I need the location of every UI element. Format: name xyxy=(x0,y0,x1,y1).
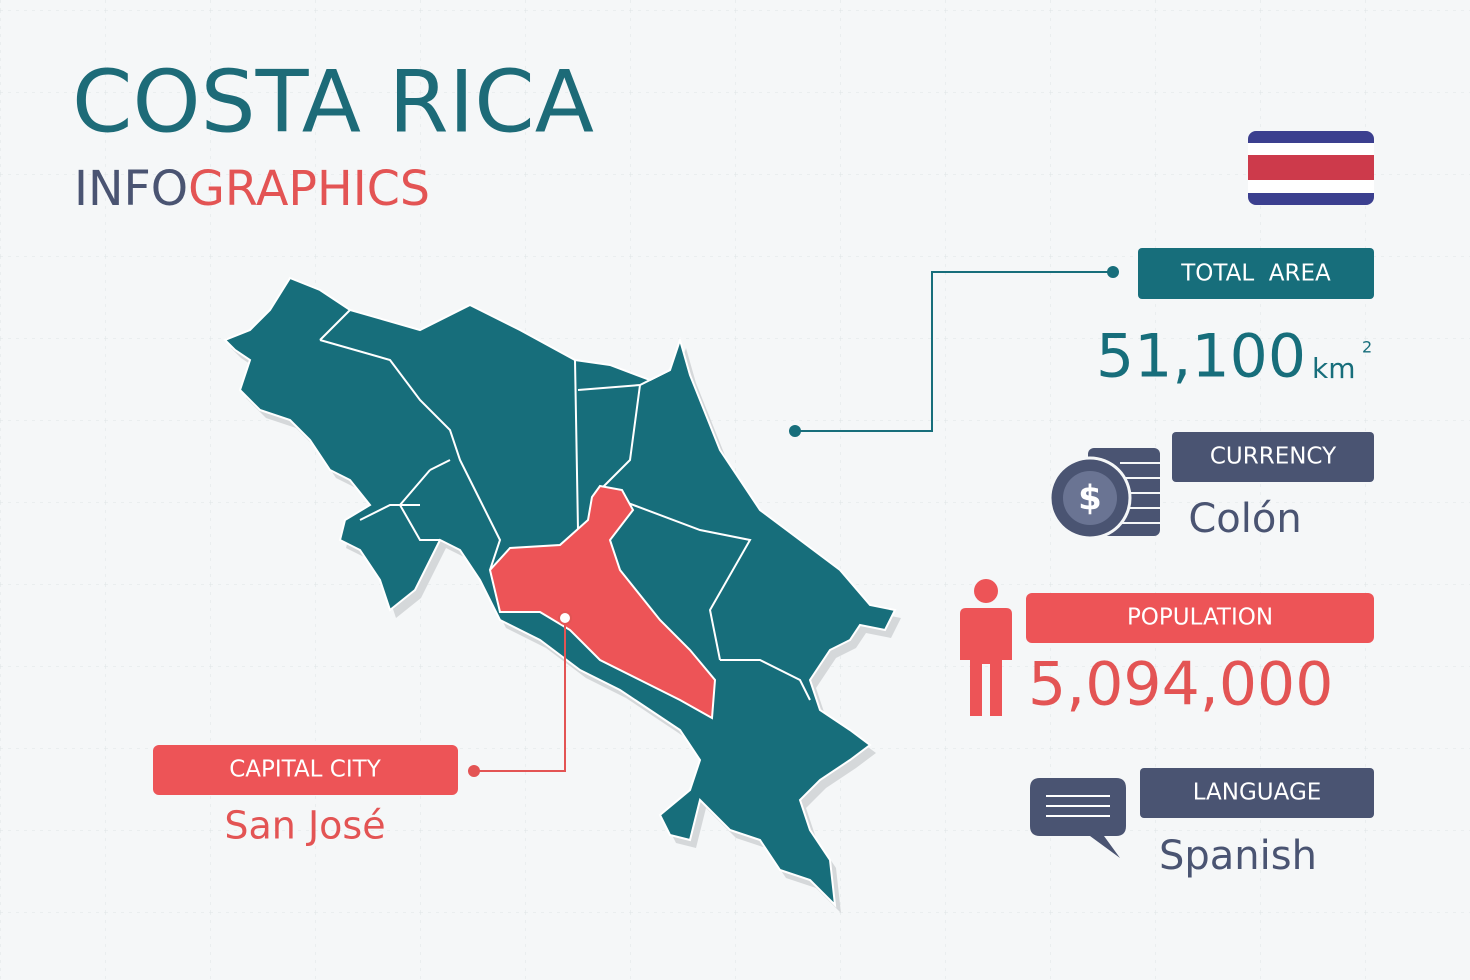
capital-connector xyxy=(468,611,572,777)
subtitle-part: INFO xyxy=(74,161,188,217)
subtitle-part: GRAPHICS xyxy=(188,161,430,217)
flag xyxy=(1248,131,1374,205)
coin-icon xyxy=(1048,448,1160,540)
language-label-box xyxy=(1140,768,1374,818)
language-label: LANGUAGE xyxy=(1193,780,1322,806)
area-connector xyxy=(789,266,1119,437)
capital-value: San José xyxy=(224,804,385,848)
language-value: Spanish xyxy=(1159,833,1317,879)
person-icon xyxy=(960,579,1012,716)
speech-icon xyxy=(1030,778,1126,858)
capital-label: CAPITAL CITY xyxy=(229,757,381,783)
area-unit: km xyxy=(1312,352,1356,385)
title: COSTA RICA xyxy=(72,52,594,152)
currency-label: CURRENCY xyxy=(1210,444,1337,470)
area-unit-exponent: 2 xyxy=(1362,338,1372,357)
population-label-box xyxy=(1026,593,1374,643)
area-label: TOTAL AREA xyxy=(1180,261,1331,287)
population-value: 5,094,000 xyxy=(1028,650,1333,720)
capital-label-box xyxy=(153,745,458,795)
area-value: 51,100 xyxy=(1096,322,1306,392)
subtitle: INFOGRAPHICS xyxy=(74,161,430,217)
map xyxy=(223,276,901,913)
population-label: POPULATION xyxy=(1127,605,1273,631)
coin-symbol: $ xyxy=(1078,479,1102,519)
currency-label-box xyxy=(1172,432,1374,482)
area-label-box xyxy=(1138,248,1374,299)
currency-value: Colón xyxy=(1188,496,1301,542)
